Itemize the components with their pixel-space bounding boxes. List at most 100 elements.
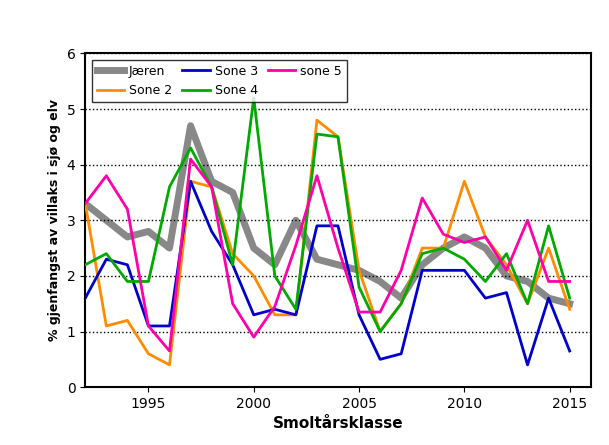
Sone 4	[208, 184, 216, 190]
Sone 4	[166, 184, 173, 190]
Sone 4	[418, 251, 426, 256]
Sone 4	[82, 262, 89, 267]
Jæren	[229, 190, 236, 195]
Sone 4	[398, 301, 405, 306]
Jæren	[103, 218, 110, 223]
Sone 3	[103, 256, 110, 262]
Sone 3	[145, 323, 152, 328]
sone 5	[545, 279, 552, 284]
sone 5	[145, 323, 152, 328]
Sone 2	[418, 246, 426, 251]
Line: Sone 3: Sone 3	[85, 181, 569, 365]
sone 5	[271, 304, 278, 309]
Jæren	[124, 234, 131, 239]
Jæren	[440, 246, 447, 251]
Y-axis label: % gjenfangst av villaks i sjø og elv: % gjenfangst av villaks i sjø og elv	[48, 99, 61, 341]
Sone 2	[440, 246, 447, 251]
Sone 3	[503, 290, 510, 295]
Sone 4	[545, 223, 552, 229]
Sone 3	[124, 262, 131, 267]
X-axis label: Smoltårsklasse: Smoltårsklasse	[273, 417, 403, 432]
Sone 3	[292, 312, 300, 318]
Jæren	[334, 262, 342, 267]
Sone 3	[229, 262, 236, 267]
Sone 4	[356, 284, 363, 290]
sone 5	[482, 234, 489, 239]
sone 5	[166, 348, 173, 354]
Sone 2	[482, 234, 489, 239]
Sone 3	[356, 312, 363, 318]
Jæren	[482, 246, 489, 251]
Sone 2	[461, 178, 468, 184]
Sone 4	[145, 279, 152, 284]
Sone 3	[418, 267, 426, 273]
Sone 4	[124, 279, 131, 284]
Sone 3	[376, 357, 384, 362]
sone 5	[313, 173, 320, 178]
sone 5	[356, 309, 363, 315]
Jæren	[356, 267, 363, 273]
sone 5	[292, 243, 300, 248]
Sone 3	[82, 295, 89, 301]
Sone 3	[566, 348, 573, 354]
Sone 4	[524, 301, 531, 306]
Sone 3	[440, 267, 447, 273]
Jæren	[398, 295, 405, 301]
sone 5	[229, 301, 236, 306]
Sone 2	[503, 262, 510, 267]
sone 5	[503, 267, 510, 273]
Line: Sone 4: Sone 4	[85, 98, 569, 332]
sone 5	[82, 201, 89, 206]
Sone 4	[376, 329, 384, 334]
sone 5	[103, 173, 110, 178]
Sone 4	[313, 131, 320, 137]
Sone 2	[545, 246, 552, 251]
sone 5	[524, 218, 531, 223]
Jæren	[208, 178, 216, 184]
Jæren	[250, 246, 258, 251]
Sone 3	[250, 312, 258, 318]
sone 5	[440, 231, 447, 237]
Sone 2	[124, 318, 131, 323]
Jæren	[313, 256, 320, 262]
Legend: Jæren, Sone 2, Sone 3, Sone 4, sone 5: Jæren, Sone 2, Sone 3, Sone 4, sone 5	[91, 60, 347, 102]
Sone 2	[166, 362, 173, 368]
Sone 2	[292, 312, 300, 318]
Sone 2	[524, 301, 531, 306]
sone 5	[376, 309, 384, 315]
Line: Sone 2: Sone 2	[85, 120, 569, 365]
Sone 2	[250, 273, 258, 279]
Sone 2	[334, 134, 342, 139]
Sone 4	[271, 273, 278, 279]
Sone 3	[208, 229, 216, 234]
Jæren	[82, 201, 89, 206]
Sone 4	[103, 251, 110, 256]
Jæren	[524, 279, 531, 284]
Sone 4	[250, 95, 258, 101]
Jæren	[545, 295, 552, 301]
sone 5	[334, 246, 342, 251]
Sone 3	[187, 178, 194, 184]
Sone 3	[271, 307, 278, 312]
Jæren	[376, 279, 384, 284]
Sone 2	[208, 184, 216, 190]
Sone 2	[356, 267, 363, 273]
Sone 2	[271, 312, 278, 318]
Line: Jæren: Jæren	[85, 125, 569, 303]
Line: sone 5: sone 5	[85, 159, 569, 351]
Sone 3	[398, 351, 405, 356]
sone 5	[461, 240, 468, 245]
Jæren	[566, 301, 573, 306]
Jæren	[271, 262, 278, 267]
Sone 4	[229, 262, 236, 267]
Sone 3	[524, 362, 531, 368]
Sone 3	[313, 223, 320, 229]
Sone 2	[82, 201, 89, 206]
Sone 2	[398, 301, 405, 306]
Sone 3	[545, 295, 552, 301]
Sone 2	[313, 117, 320, 123]
Sone 2	[229, 251, 236, 256]
Sone 2	[187, 178, 194, 184]
Jæren	[187, 123, 194, 128]
sone 5	[124, 206, 131, 212]
